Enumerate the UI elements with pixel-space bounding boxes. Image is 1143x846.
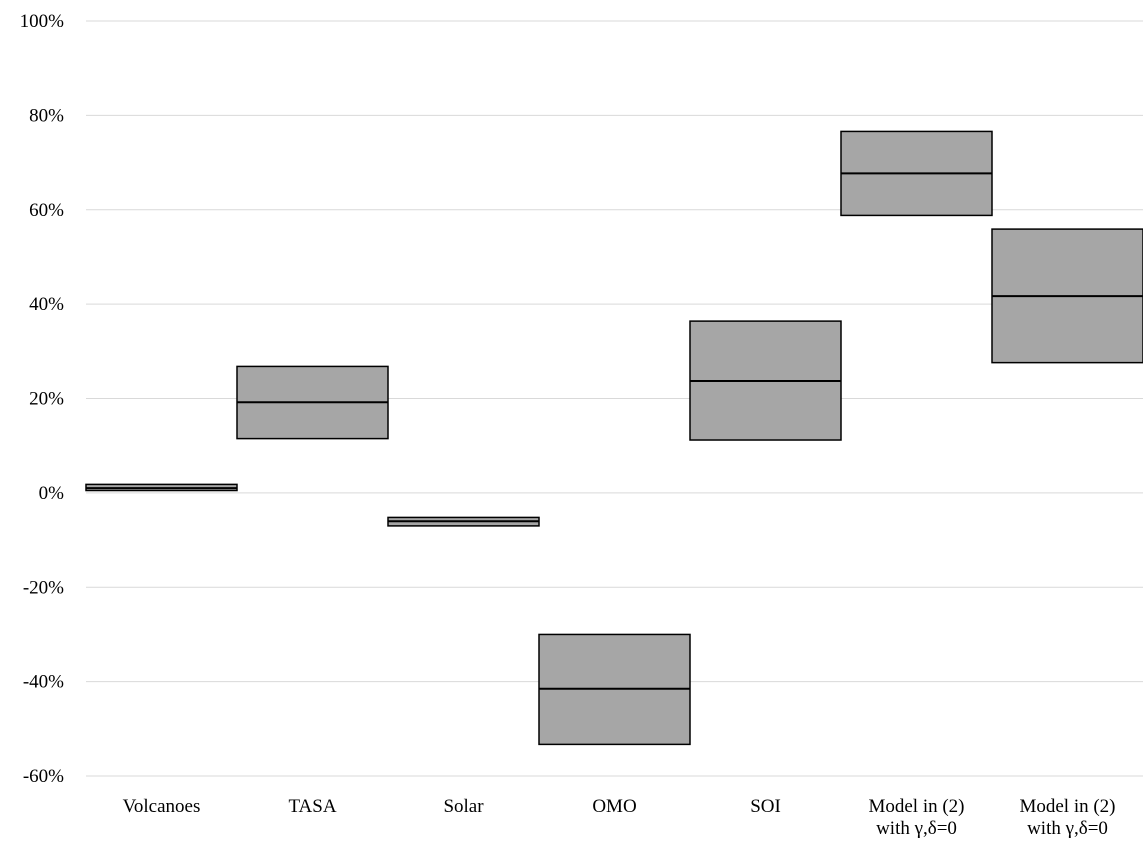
x-category-label: SOI — [750, 796, 781, 817]
x-category-label: TASA — [288, 796, 336, 817]
y-tick-label: 60% — [29, 200, 64, 221]
y-tick-label: -20% — [23, 577, 64, 598]
y-tick-label: 20% — [29, 389, 64, 410]
y-tick-label: 80% — [29, 105, 64, 126]
x-category-label: Solar — [443, 796, 484, 817]
x-category-label: Volcanoes — [123, 796, 201, 817]
x-category-label: Model in (2) with γ,δ=0 — [1019, 796, 1115, 839]
y-tick-label: 40% — [29, 294, 64, 315]
x-category-label: OMO — [592, 796, 636, 817]
y-axis-tick-labels: -60% -40% -20% 0% 20% 40% 60% 80% 100% — [20, 11, 65, 787]
x-category-label: Model in (2) with γ,δ=0 — [868, 796, 964, 839]
y-tick-label: -40% — [23, 672, 64, 693]
x-axis-category-labels: Volcanoes TASA Solar OMO SOI Model in (2) with… — [123, 796, 1116, 839]
y-tick-label: 100% — [20, 11, 65, 32]
y-tick-label: 0% — [39, 483, 65, 504]
y-tick-label: -60% — [23, 766, 64, 787]
box-series — [85, 130, 1143, 746]
